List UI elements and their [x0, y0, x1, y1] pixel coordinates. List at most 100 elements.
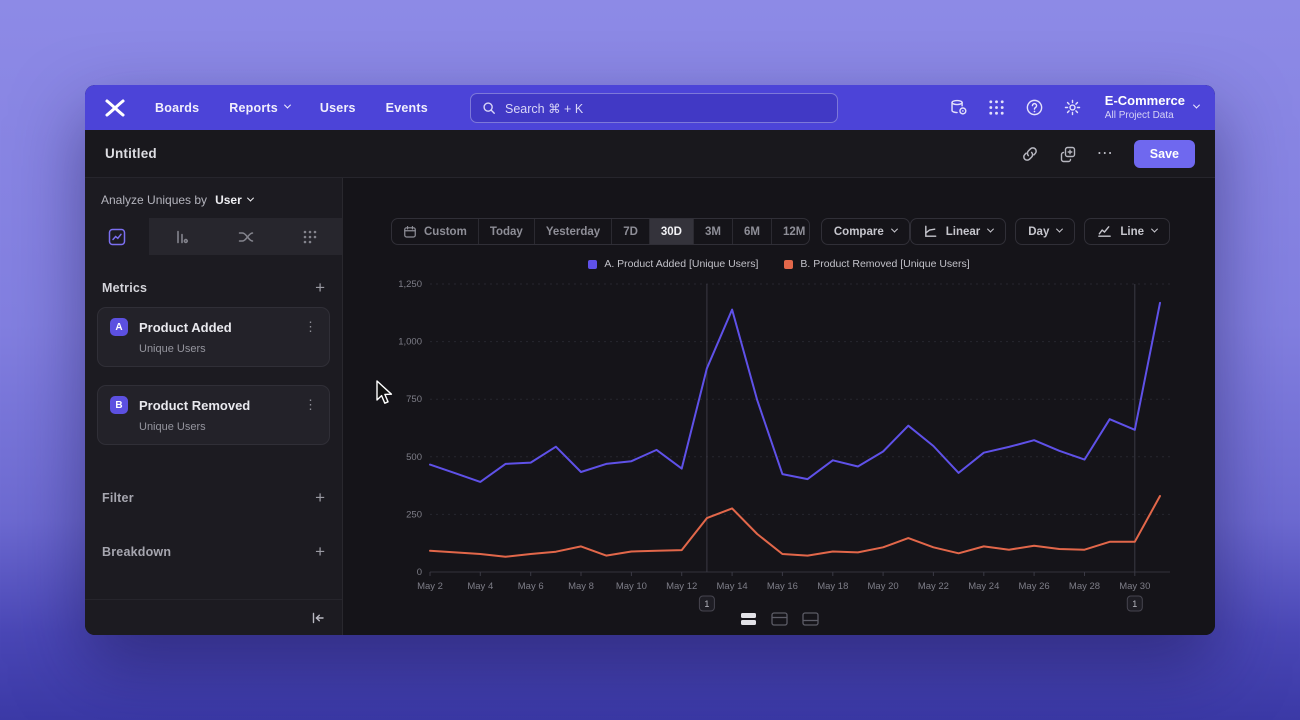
nav-link-label: Events [385, 100, 428, 115]
nav-link-reports[interactable]: Reports [229, 100, 291, 115]
layout-toggle-chart-top[interactable] [767, 609, 791, 629]
svg-text:May 2: May 2 [417, 581, 443, 592]
svg-text:750: 750 [406, 394, 422, 405]
range-label: 3M [705, 225, 721, 238]
query-builder-sidebar: Analyze Uniques by User [85, 178, 343, 635]
metric-name: Product Removed [139, 397, 251, 413]
title-actions: ⋯ Save [1021, 139, 1195, 168]
metric-card-b[interactable]: B Product Removed ⋮ Unique Users [97, 385, 330, 445]
range-today-button[interactable]: Today [477, 219, 534, 244]
report-title[interactable]: Untitled [105, 146, 157, 161]
copy-link-icon[interactable] [1021, 145, 1039, 163]
svg-text:1: 1 [704, 599, 709, 609]
project-selector[interactable]: E-Commerce All Project Data [1105, 93, 1201, 121]
metrics-section-header: Metrics + [85, 278, 342, 297]
layout-toggle-chart-bottom[interactable] [798, 609, 822, 629]
analyze-row: Analyze Uniques by User [85, 178, 342, 218]
data-management-icon[interactable] [949, 98, 968, 117]
legend-swatch-b [784, 259, 794, 269]
analyze-prefix-label: Analyze Uniques by [101, 193, 208, 207]
analyze-entity-dropdown[interactable]: User [215, 193, 254, 207]
nav-link-label: Reports [229, 100, 278, 115]
metric-badge: A [110, 318, 128, 336]
range-label: 12M [782, 225, 806, 238]
metric-badge: B [110, 396, 128, 414]
range-12m-button[interactable]: 12M [770, 219, 809, 244]
chart-type-dropdown[interactable]: Line [1084, 218, 1170, 245]
chevron-down-icon [987, 225, 995, 233]
settings-gear-icon[interactable] [1063, 98, 1082, 117]
line-chart-canvas[interactable]: 0 250 500 750 1,000 1,250 May 2 May 4 May 6 May 8… [343, 274, 1215, 614]
metric-menu-icon[interactable]: ⋮ [304, 319, 317, 334]
scale-label: Linear [945, 225, 981, 238]
app-window: Boards Reports Users Events Search ⌘ + K [85, 85, 1215, 635]
flow-icon [238, 231, 253, 242]
filter-label: Filter [102, 491, 134, 505]
nav-link-users[interactable]: Users [320, 101, 356, 115]
metric-menu-icon[interactable]: ⋮ [304, 397, 317, 412]
breakdown-section-header: Breakdown + [85, 542, 342, 561]
compare-label: Compare [833, 225, 884, 238]
metric-aggregation[interactable]: Unique Users [139, 343, 206, 355]
tab-grid[interactable] [278, 218, 342, 255]
duplicate-icon[interactable] [1059, 145, 1077, 163]
interval-label: Day [1028, 225, 1050, 238]
nav-link-boards[interactable]: Boards [155, 101, 199, 115]
grid-dots-icon [303, 230, 317, 243]
svg-text:1,000: 1,000 [398, 337, 422, 348]
chart-panel: Custom Today Yesterday 7D 30D 3M 6M 12M … [343, 178, 1215, 635]
range-custom-button[interactable]: Custom [392, 219, 478, 244]
svg-text:May 10: May 10 [616, 581, 647, 592]
scale-dropdown[interactable]: Linear [909, 218, 1007, 245]
range-3m-button[interactable]: 3M [693, 219, 732, 244]
svg-text:May 16: May 16 [767, 581, 798, 592]
layout-toggle-group [343, 609, 1215, 629]
interval-dropdown[interactable]: Day [1015, 218, 1076, 245]
chevron-down-icon [1056, 225, 1064, 233]
range-label: Custom [424, 225, 467, 238]
svg-text:May 8: May 8 [568, 581, 594, 592]
svg-text:1,250: 1,250 [398, 279, 422, 290]
metric-aggregation[interactable]: Unique Users [139, 421, 206, 433]
tab-line-chart[interactable] [85, 218, 150, 255]
filter-section-header: Filter + [85, 488, 342, 507]
help-icon[interactable] [1025, 98, 1044, 117]
svg-text:May 20: May 20 [868, 581, 899, 592]
save-button[interactable]: Save [1133, 139, 1195, 168]
apps-grid-icon[interactable] [987, 98, 1006, 117]
range-7d-button[interactable]: 7D [611, 219, 649, 244]
compare-dropdown[interactable]: Compare [820, 218, 910, 245]
svg-text:May 18: May 18 [817, 581, 848, 592]
navbar-right-group: E-Commerce All Project Data [949, 85, 1201, 130]
svg-text:May 14: May 14 [717, 581, 748, 592]
sidebar-footer [85, 599, 342, 635]
collapse-sidebar-icon[interactable] [310, 610, 326, 626]
svg-text:May 22: May 22 [918, 581, 949, 592]
range-6m-button[interactable]: 6M [731, 219, 771, 244]
date-range-group: Custom Today Yesterday 7D 30D 3M 6M 12M [391, 218, 810, 245]
mixpanel-logo-icon[interactable] [103, 98, 127, 118]
add-filter-button[interactable]: + [315, 488, 325, 507]
search-icon [482, 101, 496, 115]
range-label: Today [489, 225, 523, 238]
range-yesterday-button[interactable]: Yesterday [533, 219, 611, 244]
legend-label: B. Product Removed [Unique Users] [800, 258, 970, 270]
svg-text:250: 250 [406, 509, 422, 520]
range-30d-button[interactable]: 30D [648, 219, 693, 244]
legend-item-a[interactable]: A. Product Added [Unique Users] [588, 258, 758, 270]
nav-link-events[interactable]: Events [386, 101, 428, 115]
chart-toolbar: Custom Today Yesterday 7D 30D 3M 6M 12M … [391, 218, 1170, 245]
search-input[interactable]: Search ⌘ + K [470, 93, 838, 123]
tab-bar-chart[interactable] [149, 218, 213, 255]
svg-text:May 24: May 24 [968, 581, 999, 592]
legend-item-b[interactable]: B. Product Removed [Unique Users] [784, 258, 970, 270]
nav-link-label: Boards [155, 100, 200, 115]
split-rows-filled-icon [740, 613, 756, 625]
add-breakdown-button[interactable]: + [315, 542, 325, 561]
layout-toggle-split[interactable] [736, 609, 760, 629]
more-menu-icon[interactable]: ⋯ [1096, 144, 1114, 162]
metric-card-a[interactable]: A Product Added ⋮ Unique Users [97, 307, 330, 367]
add-metric-button[interactable]: + [315, 278, 325, 297]
tab-flow[interactable] [214, 218, 278, 255]
svg-text:1: 1 [1132, 599, 1137, 609]
